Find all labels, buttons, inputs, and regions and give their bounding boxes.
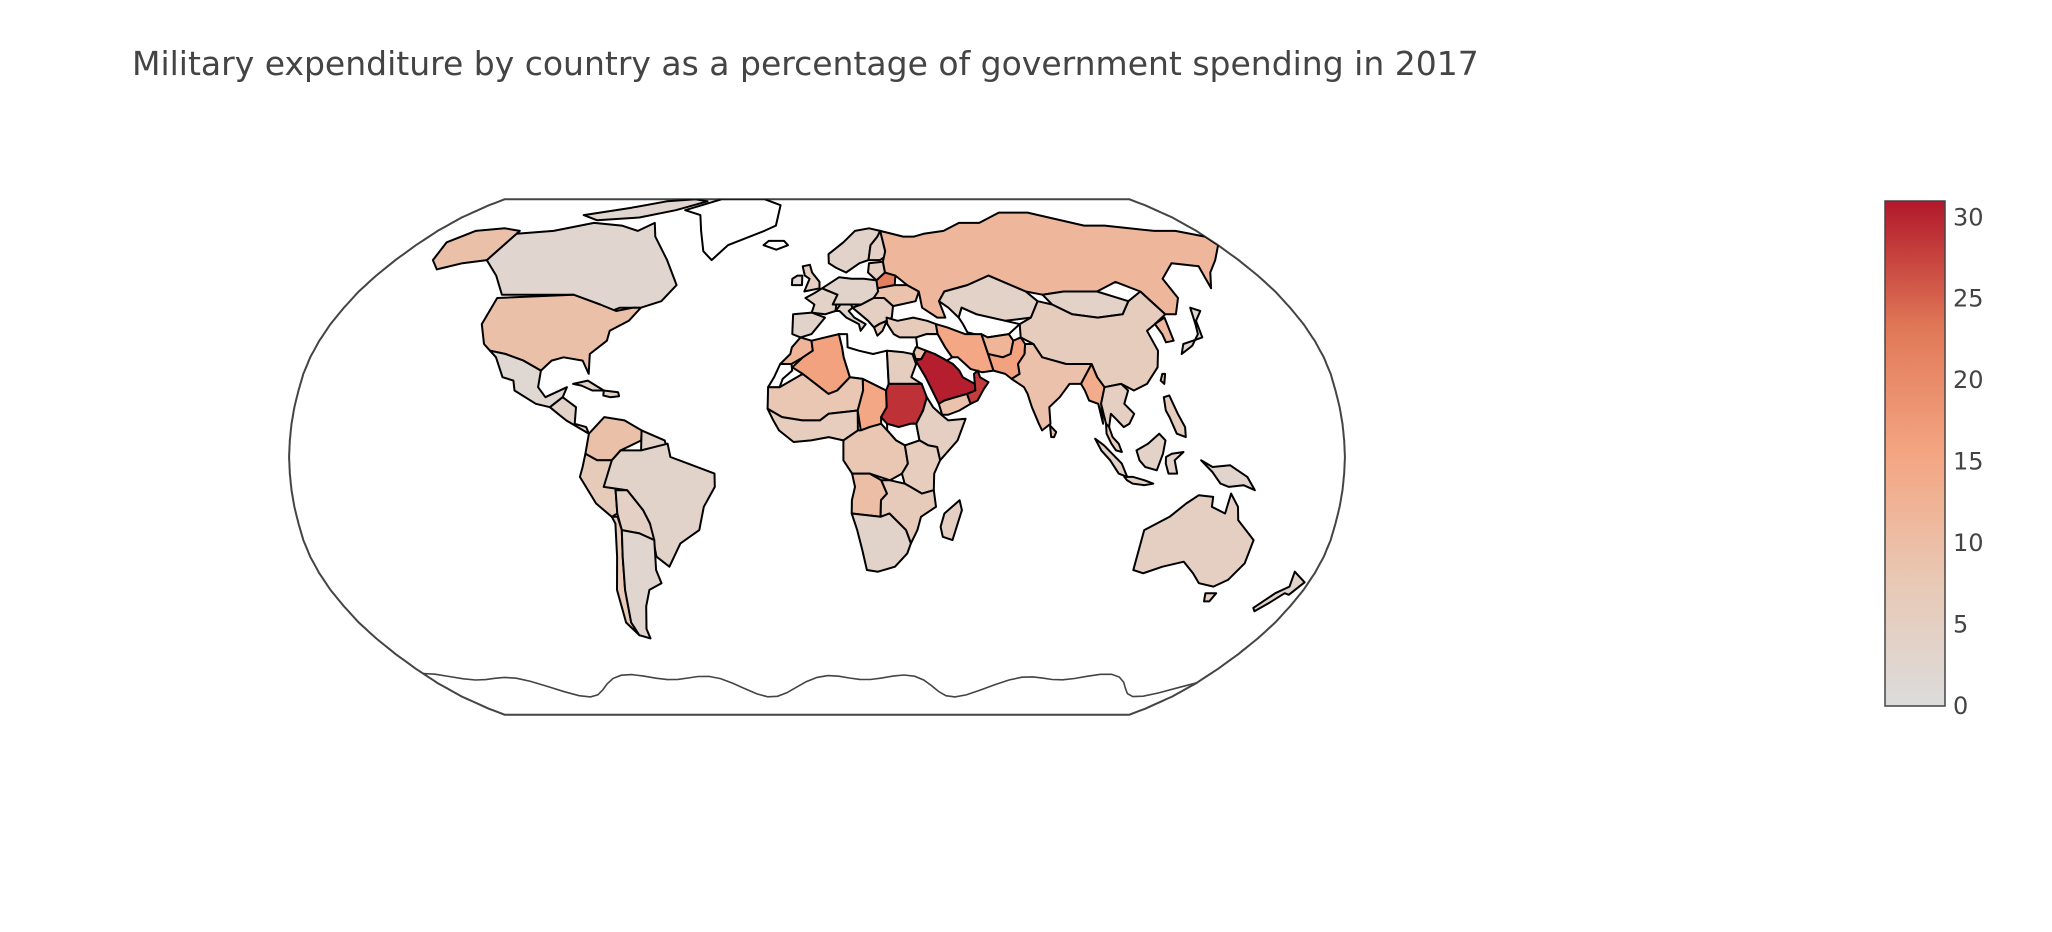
country-central-asia[interactable]	[957, 306, 1021, 339]
chart-title: Military expenditure by country as a per…	[132, 44, 1479, 83]
country-belarus[interactable]	[875, 271, 897, 290]
country-arctic-islands[interactable]	[582, 199, 709, 222]
country-argentina[interactable]	[620, 529, 663, 640]
country-india[interactable]	[1010, 343, 1093, 432]
antarctica-coastline	[423, 672, 1197, 698]
colorbar-tick-label: 10	[1953, 529, 1984, 557]
country-new-guinea[interactable]	[1200, 459, 1256, 492]
country-uk[interactable]	[801, 263, 821, 293]
country-italy[interactable]	[834, 303, 867, 332]
globe-frame	[288, 198, 1346, 716]
country-cuba[interactable]	[572, 379, 605, 392]
country-oman[interactable]	[966, 369, 990, 405]
country-java[interactable]	[1123, 475, 1155, 487]
colorbar-ticks: 0 5 10 15 20 25 30	[1953, 203, 1984, 720]
country-iberia[interactable]	[791, 311, 826, 339]
country-hispaniola[interactable]	[602, 389, 621, 399]
country-canada[interactable]	[485, 221, 678, 319]
country-philippines[interactable]	[1162, 394, 1187, 439]
country-western-sahara[interactable]	[767, 363, 794, 389]
country-greece[interactable]	[873, 319, 888, 337]
country-ecuador-peru[interactable]	[578, 452, 619, 518]
country-borneo[interactable]	[1135, 432, 1167, 472]
country-sri-lanka[interactable]	[1049, 424, 1058, 439]
country-alaska[interactable]	[431, 227, 521, 271]
colorbar-tick-label: 5	[1953, 611, 1968, 639]
country-malay-peninsula[interactable]	[1105, 422, 1123, 453]
colorbar-tick-label: 25	[1953, 285, 1984, 313]
country-greenland[interactable]	[684, 199, 782, 262]
country-new-zealand[interactable]	[1252, 570, 1306, 613]
colorbar-tick-label: 15	[1953, 448, 1984, 476]
country-tasmania[interactable]	[1203, 592, 1218, 603]
country-zambia-mozambique[interactable]	[879, 479, 937, 545]
country-southern-africa[interactable]	[850, 512, 912, 573]
country-myanmar[interactable]	[1080, 363, 1106, 425]
country-australia[interactable]	[1132, 492, 1255, 588]
country-sulawesi[interactable]	[1164, 451, 1185, 475]
colorbar: 0 5 10 15 20 25 30	[1884, 200, 1984, 720]
country-balkans[interactable]	[851, 297, 894, 329]
country-madagascar[interactable]	[939, 499, 963, 542]
country-japan[interactable]	[1180, 306, 1204, 355]
country-sumatra[interactable]	[1094, 437, 1129, 478]
country-koreas[interactable]	[1153, 316, 1175, 344]
colorbar-tick-label: 0	[1953, 692, 1968, 720]
country-iceland[interactable]	[762, 239, 789, 251]
colorbar-tick-label: 20	[1953, 366, 1984, 394]
country-taiwan[interactable]	[1159, 372, 1167, 385]
countries-layer	[423, 199, 1306, 698]
country-ireland[interactable]	[790, 274, 804, 287]
colorbar-scale	[1884, 200, 1946, 707]
country-central-america[interactable]	[548, 396, 590, 435]
colorbar-tick-label: 30	[1953, 203, 1984, 231]
